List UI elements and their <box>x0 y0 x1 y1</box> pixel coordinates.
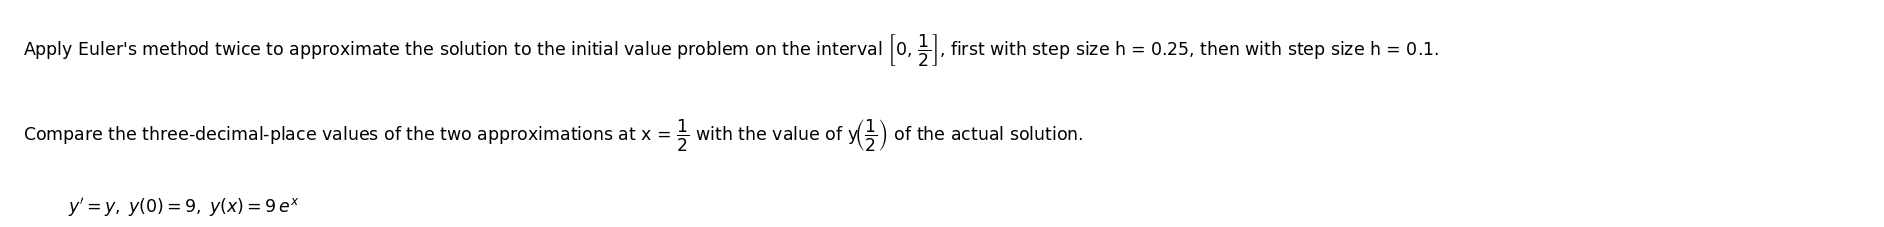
Text: $y' = y,\; y(0) = 9,\; y(x) = 9\,e^{x}$: $y' = y,\; y(0) = 9,\; y(x) = 9\,e^{x}$ <box>68 195 300 218</box>
Text: Compare the three-decimal-place values of the two approximations at x = $\dfrac{: Compare the three-decimal-place values o… <box>23 116 1083 152</box>
Text: Apply Euler's method twice to approximate the solution to the initial value prob: Apply Euler's method twice to approximat… <box>23 32 1439 68</box>
